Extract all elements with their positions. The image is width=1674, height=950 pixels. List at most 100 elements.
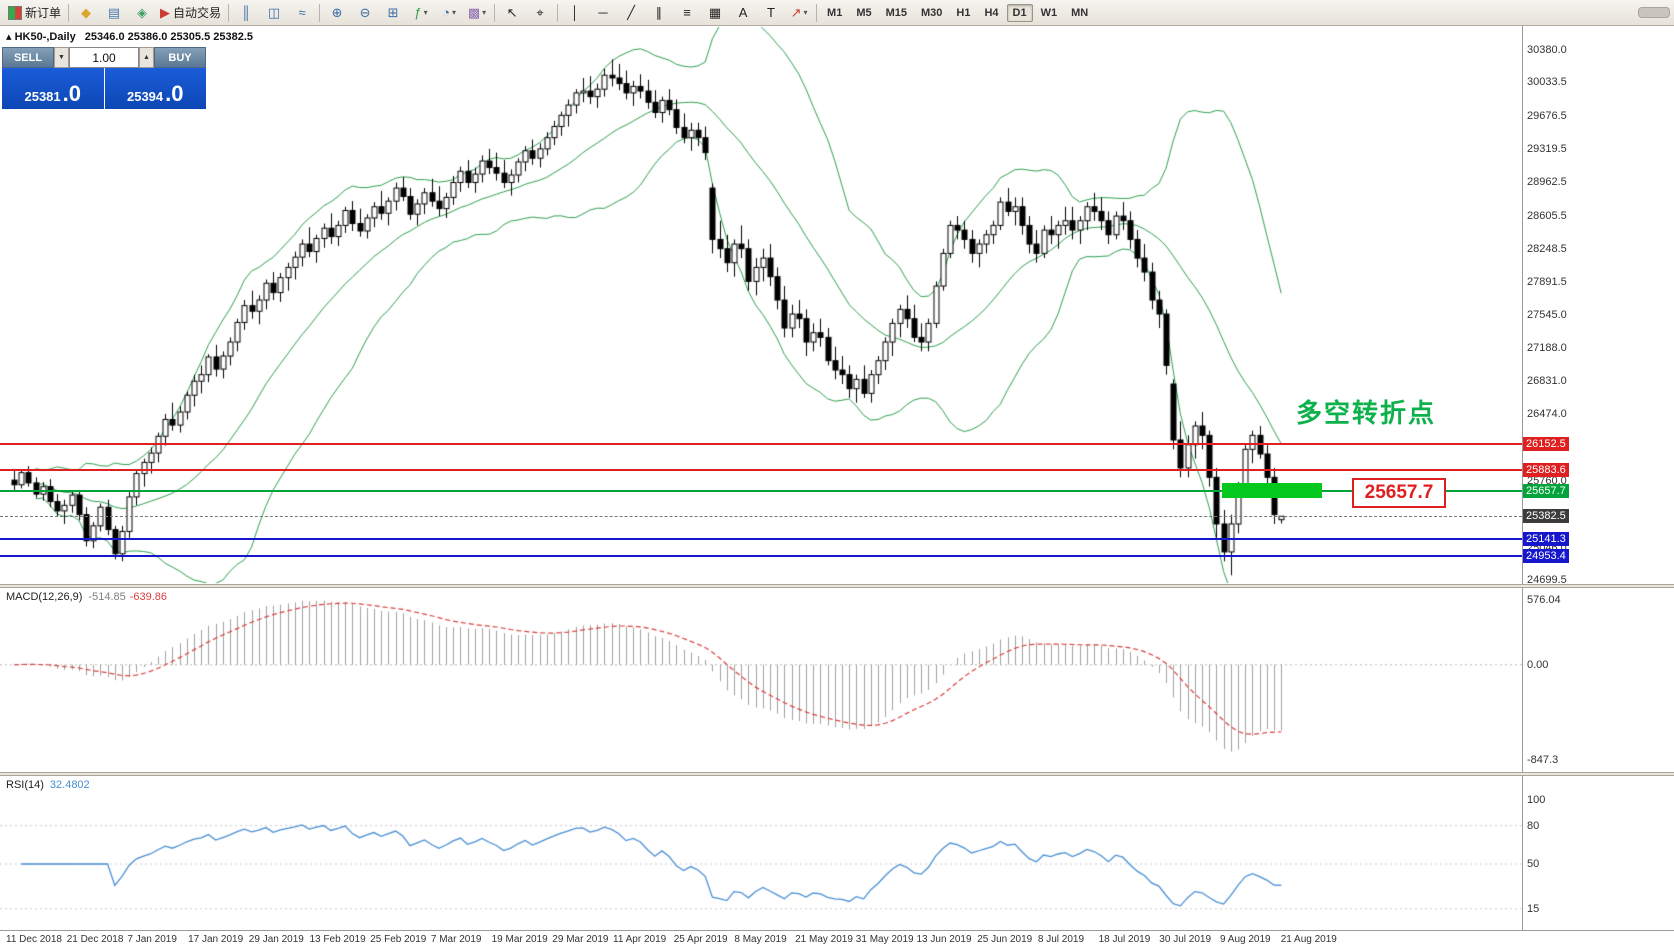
zoom-out-button[interactable]: ⊖	[351, 2, 379, 24]
price-tag-25883.6: 25883.6	[1523, 462, 1569, 477]
new-order-button-label: 新订单	[25, 6, 62, 20]
time-axis-label: 21 May 2019	[795, 934, 853, 945]
cursor-arrow-icon: ↖	[506, 5, 518, 20]
macd-axis-label: 0.00	[1527, 658, 1549, 671]
timeframe-m15-button[interactable]: M15	[885, 6, 907, 19]
time-axis-label: 21 Aug 2019	[1280, 934, 1337, 945]
data-window-button[interactable]: ▤	[100, 2, 128, 24]
volume-down-button[interactable]: ▼	[54, 47, 69, 68]
horizontal-line-button[interactable]: ─	[589, 2, 617, 24]
arrows-button[interactable]: ↗ ▾	[785, 2, 813, 24]
data-window-icon: ▤	[107, 5, 121, 20]
price-axis-label: 28605.5	[1527, 209, 1567, 222]
chevron-down-icon: ▾	[803, 8, 808, 17]
horizontal-line-25883.6[interactable]	[0, 468, 1522, 471]
fibonacci-button[interactable]: ≡	[673, 2, 701, 24]
autotrading-button[interactable]: ▶ 自动交易	[156, 2, 225, 24]
vertical-line-button[interactable]: │	[561, 2, 589, 24]
autotrading-button-label: 自动交易	[173, 6, 222, 20]
channel-button[interactable]: ∥	[645, 2, 673, 24]
price-tag-26152.5: 26152.5	[1523, 437, 1569, 452]
line-chart-button[interactable]: ≈	[288, 2, 316, 24]
line-chart-icon: ≈	[298, 5, 306, 20]
zoom-in-button[interactable]: ⊕	[323, 2, 351, 24]
volume-up-button[interactable]: ▲	[139, 47, 154, 68]
timeframe-w1-button[interactable]: W1	[1040, 6, 1058, 19]
price-axis-divider	[1522, 26, 1523, 930]
chevron-down-icon: ▾	[423, 8, 428, 17]
timeframe-mn-button[interactable]: MN	[1071, 6, 1089, 19]
sell-price-frac: .0	[62, 81, 81, 107]
horizontal-line-24953.4[interactable]	[0, 555, 1522, 558]
tile-windows-icon: ⊞	[387, 5, 399, 20]
navigator-icon: ◈	[137, 5, 148, 20]
panel-splitter-macd[interactable]	[0, 584, 1674, 588]
timeframe-h4-button[interactable]: H4	[984, 6, 999, 19]
market-watch-icon: ◆	[81, 5, 92, 20]
price-axis-label: 27188.0	[1527, 341, 1567, 354]
text-button[interactable]: A	[729, 2, 757, 24]
time-axis-label: 21 Dec 2018	[66, 934, 124, 945]
bar-chart-button[interactable]: ║	[232, 2, 260, 24]
time-axis-label: 30 Jul 2019	[1159, 934, 1212, 945]
templates-button[interactable]: ▩ ▾	[463, 2, 491, 24]
macd-value-signal: -639.86	[129, 591, 168, 603]
ohlc-values: 25346.0 25386.0 25305.5 25382.5	[84, 31, 254, 43]
price-axis-label: 28962.5	[1527, 176, 1567, 189]
rsi-axis-label: 50	[1527, 858, 1540, 870]
trendline-button[interactable]: ╱	[617, 2, 645, 24]
crosshair-button[interactable]: ⌖	[526, 2, 554, 24]
channel-icon: ∥	[655, 5, 663, 20]
sell-button[interactable]: SELL	[2, 47, 54, 68]
buy-button[interactable]: BUY	[154, 47, 206, 68]
text-label-icon: T	[767, 5, 775, 20]
text-label-button[interactable]: T	[757, 2, 785, 24]
market-watch-button[interactable]: ◆	[72, 2, 100, 24]
timeframe-d1-button[interactable]: D1	[1006, 3, 1033, 22]
bar-chart-icon: ║	[241, 5, 251, 20]
price-axis-label: 26474.0	[1527, 408, 1567, 421]
candlestick-chart-icon: ◫	[267, 5, 281, 20]
candlestick-chart-button[interactable]: ◫	[260, 2, 288, 24]
panel-splitter-rsi[interactable]	[0, 772, 1674, 776]
toolbar-scrollbar[interactable]	[1638, 7, 1670, 18]
macd-value-main: -514.85	[88, 591, 126, 603]
shapes-button[interactable]: ▦	[701, 2, 729, 24]
text-icon: A	[738, 5, 748, 20]
volume-input[interactable]: 1.00	[69, 47, 139, 68]
horizontal-line-26152.5[interactable]	[0, 443, 1522, 446]
timeframe-h1-button[interactable]: H1	[956, 6, 971, 19]
time-axis-label: 11 Dec 2018	[6, 934, 62, 945]
autotrading-icon: ▶	[160, 5, 171, 20]
time-axis[interactable]	[0, 930, 1674, 950]
buy-price-box[interactable]: 25394 .0	[104, 68, 206, 109]
macd-name: MACD(12,26,9)	[6, 591, 83, 603]
time-axis-label: 7 Mar 2019	[430, 934, 482, 945]
macd-indicator-label: MACD(12,26,9) -514.85 -639.86	[6, 591, 167, 603]
price-callout-label[interactable]: 25657.7	[1352, 478, 1446, 508]
price-axis-label: 29676.5	[1527, 109, 1567, 122]
time-axis-label: 8 Jul 2019	[1037, 934, 1085, 945]
timeframe-m1-button[interactable]: M1	[827, 6, 843, 19]
horizontal-line-25382.5[interactable]	[0, 515, 1522, 517]
new-order-button[interactable]: 新订单	[4, 2, 65, 24]
time-axis-label: 7 Jan 2019	[127, 934, 177, 945]
horizontal-line-25657.7[interactable]	[0, 489, 1522, 492]
turning-point-annotation[interactable]: 多空转折点	[1296, 398, 1437, 428]
macd-axis-label: 576.04	[1527, 594, 1561, 606]
navigator-button[interactable]: ◈	[128, 2, 156, 24]
periods-button[interactable]: ◔ ▾	[435, 2, 463, 24]
indicators-button[interactable]: ƒ ▾	[407, 2, 435, 24]
timeframe-m5-button[interactable]: M5	[856, 6, 872, 19]
horizontal-line-25141.3[interactable]	[0, 537, 1522, 540]
price-axis-label: 30380.0	[1527, 44, 1567, 56]
chevron-down-icon: ▾	[451, 8, 456, 17]
timeframe-m30-button[interactable]: M30	[921, 6, 943, 19]
tile-windows-button[interactable]: ⊞	[379, 2, 407, 24]
highlight-rectangle[interactable]	[1222, 483, 1322, 498]
sell-price-box[interactable]: 25381 .0	[2, 68, 104, 109]
cursor-button[interactable]: ↖	[498, 2, 526, 24]
shapes-icon: ▦	[708, 5, 722, 20]
macd-axis-label: -847.3	[1527, 754, 1559, 766]
